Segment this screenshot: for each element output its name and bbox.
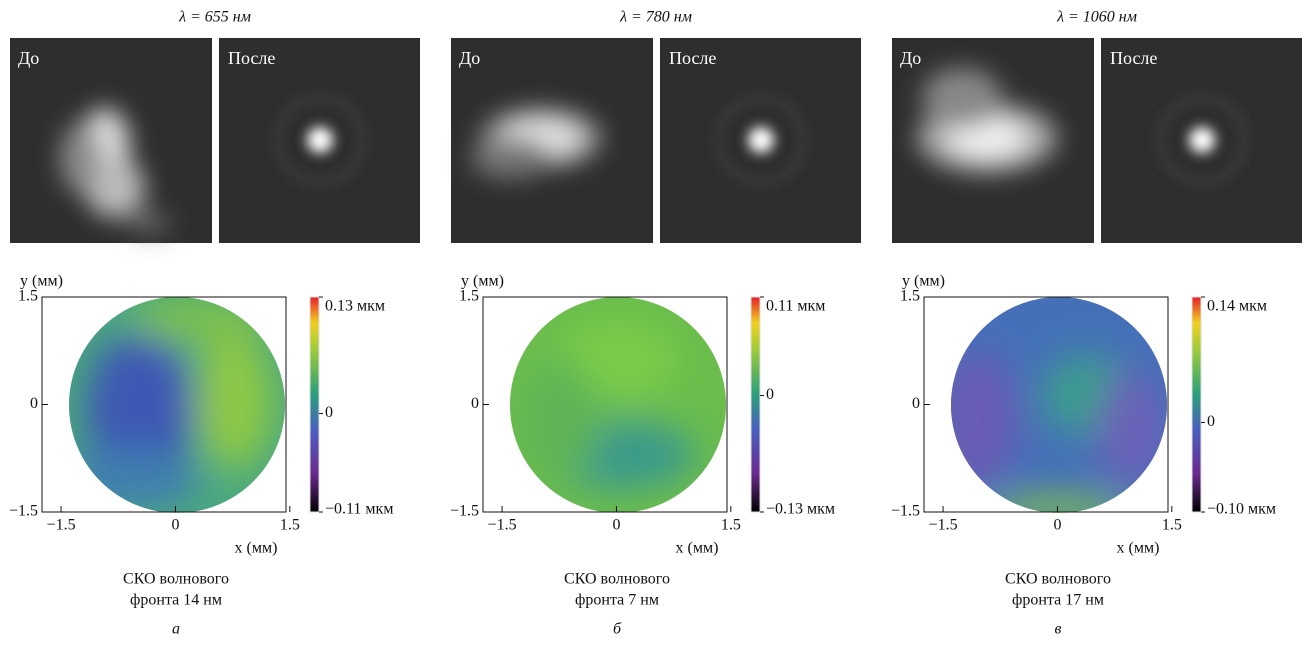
panel-letter: в: [1055, 621, 1062, 638]
panel-title: λ = 780 нм: [619, 9, 692, 26]
x-tick-label: 1.5: [1162, 517, 1182, 534]
photo-after-spot: [748, 127, 774, 153]
y-tick-label: 1.5: [18, 288, 38, 305]
map-feature: [60, 450, 200, 510]
x-tick-label: 0: [1053, 517, 1061, 534]
wavefront-map: [42, 295, 286, 512]
x-axis-label: x (мм): [235, 540, 278, 557]
label-before: До: [459, 48, 480, 68]
map-feature: [1097, 370, 1167, 490]
y-tick-label: 0: [30, 395, 38, 412]
colorbar-label: 0: [325, 404, 333, 421]
panel-letter: б: [613, 621, 622, 638]
colorbar-label: 0.11 мкм: [766, 298, 825, 315]
x-tick-label: 0: [612, 517, 620, 534]
label-after: После: [1110, 48, 1157, 68]
x-tick-label: −1.5: [929, 517, 958, 534]
caption: СКО волнового: [1005, 571, 1111, 588]
y-axis-label: y (мм): [902, 273, 945, 290]
label-after: После: [669, 48, 716, 68]
colorbar: [751, 297, 760, 512]
map-feature: [130, 295, 270, 345]
map-feature: [937, 350, 1017, 490]
colorbar-label: −0.13 мкм: [766, 501, 835, 518]
x-tick-label: 1.5: [721, 517, 741, 534]
spot: [60, 123, 100, 193]
x-tick-label: −1.5: [488, 517, 517, 534]
colorbar: [1192, 297, 1201, 512]
panel-letter: а: [172, 621, 180, 638]
caption: СКО волнового: [123, 571, 229, 588]
x-axis-label: x (мм): [676, 540, 719, 557]
y-tick-label: −1.5: [9, 503, 38, 520]
x-tick-label: 0: [171, 517, 179, 534]
map-feature: [521, 360, 601, 480]
spot: [471, 138, 551, 178]
caption: фронта 14 нм: [130, 592, 222, 609]
colorbar-label: −0.10 мкм: [1207, 501, 1276, 518]
wavefront-map: [924, 297, 1168, 525]
wavefront-map: [483, 297, 727, 512]
y-tick-label: 0: [912, 395, 920, 412]
x-tick-label: 1.5: [280, 517, 300, 534]
y-axis-label: y (мм): [20, 273, 63, 290]
spot: [130, 213, 170, 233]
figure: λ = 655 нмДоПосле−1.501.5−1.501.5y (мм)x…: [0, 0, 1309, 644]
x-tick-label: −1.5: [47, 517, 76, 534]
label-before: До: [18, 48, 39, 68]
colorbar-label: 0.14 мкм: [1207, 298, 1267, 315]
label-before: До: [900, 48, 921, 68]
page: {"panels": [ {"title": "λ = 655 нм", "be…: [0, 0, 1309, 649]
photo-after-spot: [1189, 127, 1215, 153]
y-tick-label: −1.5: [450, 503, 479, 520]
caption: СКО волнового: [564, 571, 670, 588]
colorbar: [310, 297, 319, 512]
colorbar-label: −0.11 мкм: [325, 501, 393, 518]
map-feature: [195, 330, 275, 470]
colorbar-label: 0: [766, 386, 774, 403]
caption: фронта 17 нм: [1012, 592, 1104, 609]
y-axis-label: y (мм): [461, 273, 504, 290]
label-after: После: [228, 48, 275, 68]
caption: фронта 7 нм: [575, 592, 659, 609]
y-tick-label: 1.5: [459, 288, 479, 305]
colorbar-label: 0: [1207, 413, 1215, 430]
y-tick-label: 1.5: [900, 288, 920, 305]
y-tick-label: 0: [471, 395, 479, 412]
x-axis-label: x (мм): [1117, 540, 1160, 557]
spot: [922, 68, 1002, 128]
colorbar-label: 0.13 мкм: [325, 298, 385, 315]
photo-after-spot: [307, 127, 333, 153]
panel-title: λ = 655 нм: [178, 9, 251, 26]
y-tick-label: −1.5: [891, 503, 920, 520]
panel-title: λ = 1060 нм: [1056, 9, 1137, 26]
